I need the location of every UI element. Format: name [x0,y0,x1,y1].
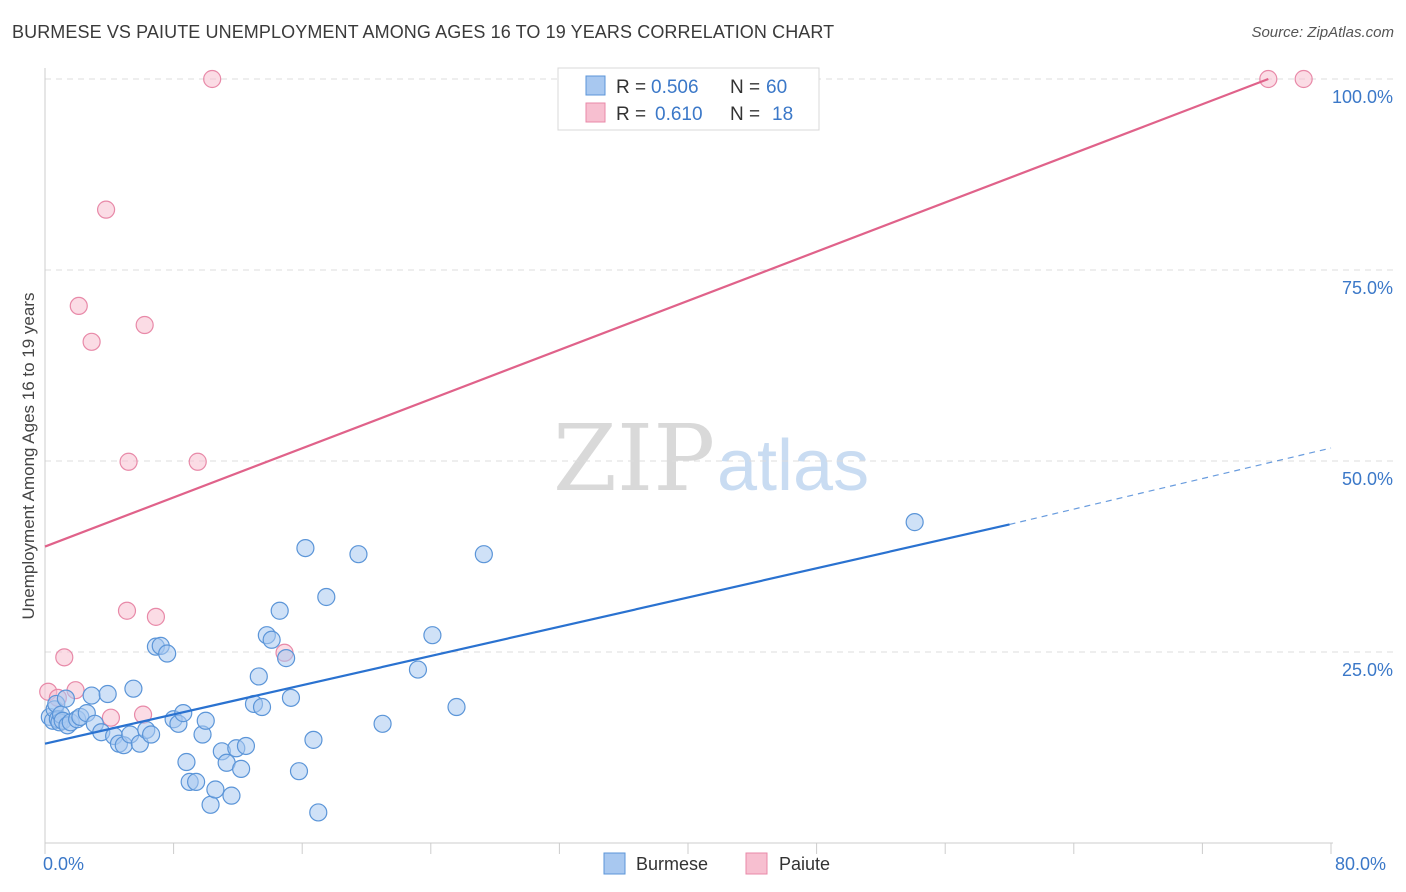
burmese-point [249,667,268,686]
watermark-atlas: atlas [717,426,869,506]
burmese-point [222,786,241,805]
burmese-point [289,762,309,781]
y-axis-label: Unemployment Among Ages 16 to 19 years [19,293,38,620]
x-axis-ticks [44,843,1332,854]
burmese-point [423,626,442,645]
chart-title: BURMESE VS PAIUTE UNEMPLOYMENT AMONG AGE… [12,22,835,42]
paiute-trend-line [44,77,1269,548]
x-tick-label-max: 80.0% [1335,854,1386,874]
bottom-legend-swatch-paiute [745,852,768,875]
x-tick-label-min: 0.0% [43,854,84,874]
burmese-point [304,730,323,749]
burmese-point [82,686,101,705]
paiute-point [117,601,137,620]
gridlines [45,78,1393,653]
burmese-point [206,780,225,799]
paiute-point [203,69,222,89]
burmese-point [474,545,493,564]
paiute-point [82,332,101,351]
legend-swatch-paiute [585,102,606,123]
burmese-point [281,688,301,707]
bottom-legend: Burmese Paiute [603,852,830,875]
burmese-point [262,630,281,649]
y-tick-label: 50.0% [1342,469,1393,489]
paiute-point [101,708,121,727]
burmese-point [317,587,336,607]
burmese-point [296,538,315,558]
burmese-point [277,649,296,668]
legend-swatch-burmese [585,75,606,96]
y-axis-tick-labels: 25.0% 50.0% 75.0% 100.0% [1332,87,1393,680]
burmese-point [408,660,428,679]
legend-r-value-burmese: 0.506 [651,77,699,98]
y-tick-label: 75.0% [1342,278,1393,298]
burmese-point [141,725,161,744]
burmese-point [124,679,143,698]
burmese-point [270,601,289,620]
paiute-point [119,452,138,471]
paiute-point [135,315,154,335]
burmese-point [177,752,196,772]
legend-n-value-paiute: 18 [772,104,793,125]
burmese-point [236,736,256,756]
burmese-point [98,684,117,704]
burmese-point [232,759,251,778]
paiute-point [55,648,74,667]
burmese-point [196,711,215,730]
paiute-series [39,69,1313,727]
bottom-legend-label-burmese: Burmese [636,854,708,874]
burmese-point [447,697,466,717]
trend-lines [44,77,1332,745]
paiute-point [188,452,207,471]
legend: R = 0.506 N = 60 R = 0.610 N = 18 [557,67,820,131]
y-tick-label: 25.0% [1342,660,1393,680]
burmese-point [158,644,177,663]
burmese-series [40,513,924,822]
source-attribution: Source: ZipAtlas.com [1251,24,1394,41]
bottom-legend-swatch-burmese [603,852,626,875]
legend-n-value-burmese: 60 [766,77,787,98]
burmese-point [252,697,272,717]
paiute-point [146,607,166,626]
legend-r-value-paiute: 0.610 [655,104,703,125]
paiute-point [96,200,116,219]
legend-n-label-burmese: N = [730,77,760,98]
burmese-point [187,772,206,791]
paiute-point [69,296,88,316]
burmese-point [373,714,392,733]
legend-n-label-paiute: N = [730,104,760,125]
burmese-point [201,795,220,814]
burmese-point [56,689,75,708]
burmese-trend-line [44,523,1010,745]
y-tick-label: 100.0% [1332,87,1393,107]
burmese-point [905,513,924,532]
burmese-trend-extension [1009,447,1332,525]
burmese-point [309,803,328,822]
paiute-point [1294,69,1313,89]
watermark-zip: ZIP [553,405,715,512]
burmese-point [349,545,368,564]
bottom-legend-label-paiute: Paiute [779,854,830,874]
legend-r-label-burmese: R = [616,77,646,98]
legend-r-label-paiute: R = [616,104,646,125]
